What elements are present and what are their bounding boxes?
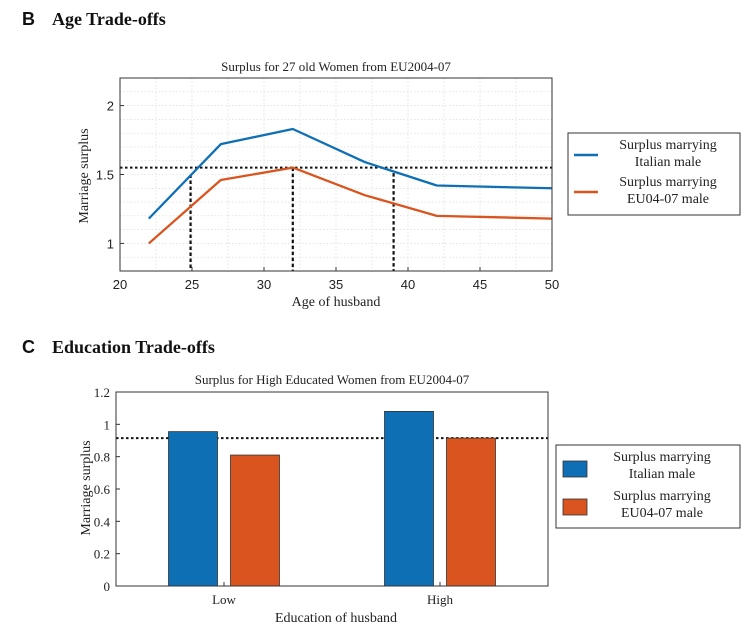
line-chart-title: Surplus for 27 old Women from EU2004-07 [221,59,451,74]
series-line-italian [147,127,553,220]
bar-low-italian [168,431,218,587]
line-x-tick-label: 40 [401,277,415,292]
line-y-tick-label: 2 [107,99,114,114]
bar-y-tick-label: 1 [104,417,111,432]
bar-legend-label-eu-1: Surplus marrying [613,489,711,504]
bar-chart-x-ticks: Low High [212,582,454,607]
panel-b-letter: B [22,9,35,29]
line-chart-reference-lines [120,166,552,271]
line-x-tick-label: 25 [185,277,199,292]
bar-chart-title: Surplus for High Educated Women from EU2… [195,372,470,387]
line-x-tick-label: 50 [545,277,559,292]
line-x-tick-label: 45 [473,277,487,292]
bar-y-tick-label: 0.2 [94,547,110,562]
bar-legend-label-italian-2: Italian male [629,467,695,482]
bar-y-tick-label: 0.8 [94,450,110,465]
bar-legend-label-italian-1: Surplus marrying [613,450,711,465]
bar-high-italian [384,410,434,587]
panel-c-title: Education Trade-offs [52,337,215,357]
bar-legend-swatch-eu [562,498,588,516]
bar-legend-label-eu-2: EU04-07 male [621,506,703,521]
bar-y-tick-label: 1.2 [94,385,110,400]
line-chart-x-label: Age of husband [292,295,381,310]
bar-chart-bars [168,410,496,587]
panel-c-letter: C [22,337,35,357]
line-legend-label-italian-2: Italian male [635,155,701,170]
line-x-tick-label: 20 [113,277,127,292]
bar-chart: Surplus for High Educated Women from EU2… [79,372,741,626]
bar-y-tick-label: 0.6 [94,482,111,497]
line-x-tick-label: 35 [329,277,343,292]
bar-chart-legend: Surplus marrying Italian male Surplus ma… [555,444,741,529]
bar-y-tick-label: 0 [104,579,111,594]
bar-low-eu [230,454,280,587]
line-chart-grid [120,78,552,271]
panel-b-title: Age Trade-offs [52,9,166,29]
bar-high-eu [446,437,496,587]
line-legend-label-eu-1: Surplus marrying [619,175,717,190]
bar-chart-x-label: Education of husband [275,611,397,626]
line-chart-legend: Surplus marrying Italian male Surplus ma… [567,132,741,216]
bar-chart-y-ticks: 0 0.2 0.4 0.6 0.8 1 1.2 [94,385,120,594]
line-chart-y-ticks: 11.52 [96,99,124,251]
series-line-eu [148,166,553,245]
bar-y-tick-label: 0.4 [94,514,111,529]
line-chart: Surplus for 27 old Women from EU2004-07 … [77,59,741,310]
bar-x-tick-label: Low [212,592,236,607]
line-y-tick-label: 1 [107,236,114,251]
bar-legend-swatch-italian [562,460,588,478]
line-chart-y-label: Marriage surplus [77,128,92,223]
bar-chart-y-label: Marriage surplus [79,440,94,535]
line-x-tick-label: 30 [257,277,271,292]
line-chart-x-ticks: 20 25 30 35 40 45 50 [113,267,559,292]
bar-x-tick-label: High [427,592,454,607]
line-legend-label-eu-2: EU04-07 male [627,192,709,207]
line-legend-box [567,132,741,216]
line-y-tick-label: 1.5 [96,168,114,183]
line-chart-series [147,127,553,245]
line-legend-label-italian-1: Surplus marrying [619,138,717,153]
